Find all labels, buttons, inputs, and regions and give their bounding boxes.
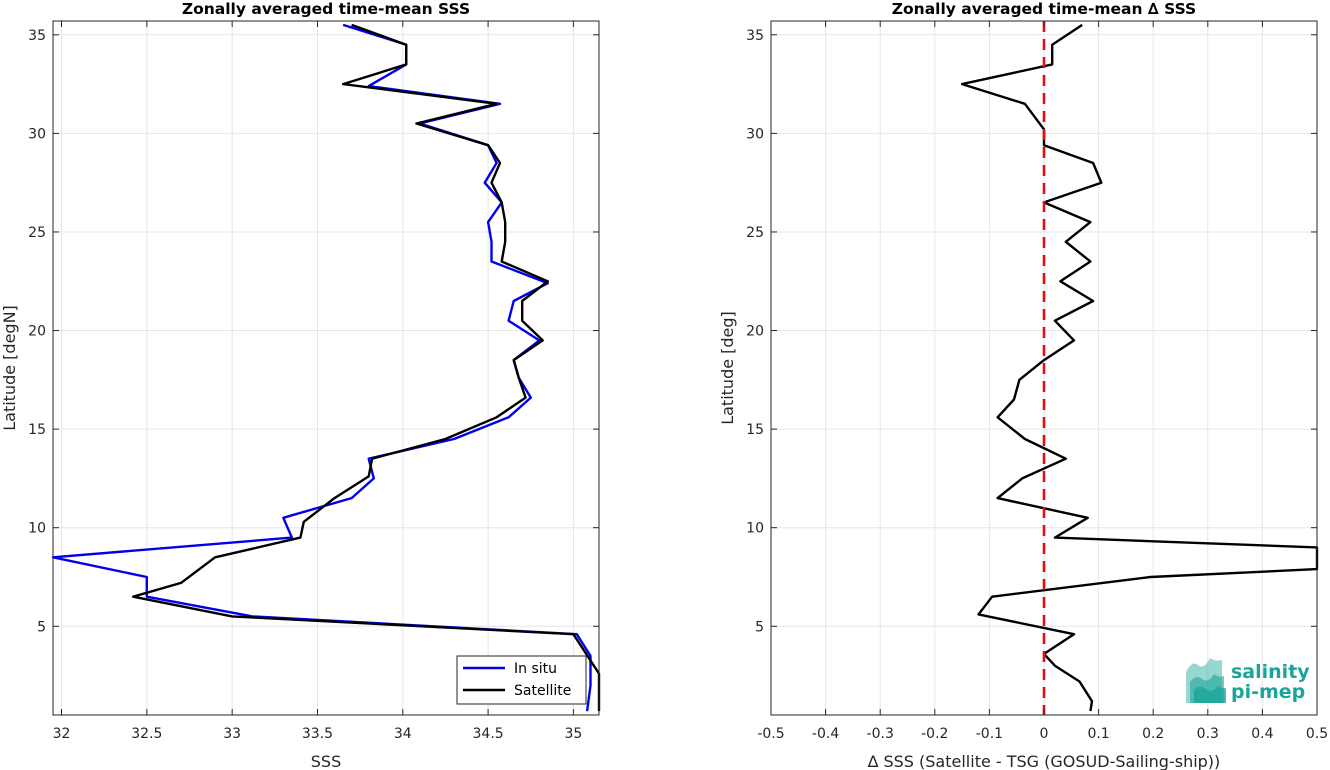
grid-left — [53, 21, 599, 715]
x-tick-label: 33.5 — [302, 726, 333, 742]
y-tick-label: 35 — [28, 28, 46, 44]
x-tick-label: 32.5 — [131, 726, 162, 742]
logo-text-line1: salinity — [1231, 661, 1310, 683]
y-tick-label: 35 — [746, 28, 764, 44]
y-tick-label: 30 — [746, 126, 764, 142]
x-tick-label: 0.4 — [1251, 726, 1273, 742]
y-tick-label: 25 — [28, 225, 46, 241]
y-tick-label: 15 — [746, 422, 764, 438]
series-line-satellite — [131, 23, 601, 712]
x-tick-label: 35 — [564, 726, 582, 742]
x-tick-label: -0.2 — [921, 726, 948, 742]
x-tick-label: 34 — [394, 726, 412, 742]
x-tick-label: 34.5 — [473, 726, 504, 742]
legend: In situ Satellite — [456, 655, 587, 705]
y-tick-label: 10 — [28, 521, 46, 537]
series-right — [960, 23, 1319, 712]
y-ticks-right: 5 10 15 20 25 30 35 — [746, 28, 1317, 635]
legend-label-in-situ: In situ — [514, 661, 557, 677]
y-tick-label: 5 — [755, 619, 764, 635]
x-tick-label: -0.5 — [757, 726, 784, 742]
x-ticks-right: -0.5 -0.4 -0.3 -0.2 -0.1 0 0.1 0.2 0.3 0.4 0.5 — [757, 21, 1328, 742]
y-tick-label: 10 — [746, 521, 764, 537]
salinity-pi-mep-logo: salinity pi-mep — [1186, 658, 1310, 703]
panel-delta-sss: Zonally averaged time-mean ∆ SSS -0.5 -0.… — [718, 0, 1328, 770]
x-tick-label: 0 — [1040, 726, 1049, 742]
x-tick-label: 32 — [53, 726, 71, 742]
x-ticks-left: 32 32.5 33 33.5 34 34.5 35 — [53, 21, 582, 742]
y-ticks-left: 5 10 15 20 25 30 35 — [28, 28, 599, 635]
x-tick-label: 0.3 — [1197, 726, 1219, 742]
axes-frame-left — [52, 20, 600, 716]
legend-box — [456, 655, 587, 705]
panel-sss: Zonally averaged time-mean SSS 32 32.5 33 3… — [0, 0, 601, 770]
y-axis-label-left: Latitude [degN] — [0, 305, 19, 431]
x-tick-label: 33 — [223, 726, 241, 742]
series-line-delta-sss — [960, 23, 1319, 712]
logo-wave-icon — [1186, 658, 1226, 703]
x-tick-label: 0.2 — [1142, 726, 1164, 742]
y-axis-label-right: Latitude [deg] — [718, 311, 737, 425]
y-tick-label: 30 — [28, 126, 46, 142]
y-tick-label: 25 — [746, 225, 764, 241]
series-line-in-situ — [51, 23, 592, 712]
x-tick-label: -0.4 — [812, 726, 839, 742]
x-axis-label-right: ∆ SSS (Satellite - TSG (GOSUD-Sailing-sh… — [867, 752, 1221, 770]
chart-title-right: Zonally averaged time-mean ∆ SSS — [892, 0, 1196, 18]
logo-text-line2: pi-mep — [1231, 681, 1305, 703]
y-tick-label: 20 — [28, 324, 46, 340]
x-tick-label: 0.5 — [1306, 726, 1328, 742]
series-left — [51, 23, 601, 712]
x-tick-label: -0.3 — [867, 726, 894, 742]
y-tick-label: 20 — [746, 324, 764, 340]
x-tick-label: 0.1 — [1087, 726, 1109, 742]
y-tick-label: 5 — [37, 619, 46, 635]
chart-title-left: Zonally averaged time-mean SSS — [182, 0, 470, 18]
x-axis-label-left: SSS — [311, 752, 341, 770]
y-tick-label: 15 — [28, 422, 46, 438]
legend-label-satellite: Satellite — [514, 683, 571, 699]
x-tick-label: -0.1 — [976, 726, 1003, 742]
